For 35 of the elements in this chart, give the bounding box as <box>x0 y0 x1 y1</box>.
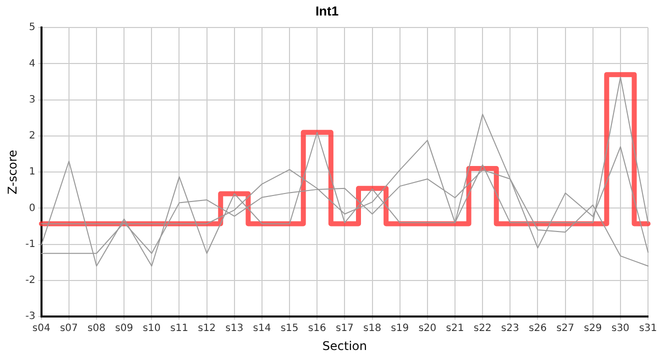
x-tick-label: s16 <box>308 323 326 334</box>
y-tick-label: -2 <box>25 275 36 286</box>
x-tick-label: s30 <box>611 323 630 334</box>
x-axis-title: Section <box>322 338 367 353</box>
y-tick-label: 2 <box>28 130 36 142</box>
x-tick-label: s04 <box>32 323 50 334</box>
x-tick-label: s18 <box>363 323 382 334</box>
y-tick-label: -1 <box>25 238 36 250</box>
y-tick-label: 0 <box>28 202 36 214</box>
x-tick-label: s14 <box>253 323 271 334</box>
x-tick-label: s08 <box>88 323 106 334</box>
x-tick-label: s20 <box>418 323 436 334</box>
y-tick-label: -3 <box>25 311 36 322</box>
x-tick-label: s10 <box>142 323 161 334</box>
x-tick-label: s13 <box>225 323 244 334</box>
y-tick-label: 5 <box>28 22 36 34</box>
y-tick-label: 3 <box>28 94 36 106</box>
chart-title: Int1 <box>315 3 339 18</box>
x-tick-label: s09 <box>115 323 134 334</box>
x-tick-label: s23 <box>501 323 520 334</box>
x-tick-label: s22 <box>474 323 492 334</box>
x-tick-label: s26 <box>528 323 547 334</box>
x-tick-label: s12 <box>198 323 216 334</box>
x-tick-label: s17 <box>336 323 354 334</box>
x-tick-label: s21 <box>446 323 464 334</box>
x-tick-label: s27 <box>556 323 574 334</box>
x-tick-label: s29 <box>584 323 602 334</box>
x-tick-label: s15 <box>280 323 299 334</box>
y-axis-title: Z-score <box>5 150 20 194</box>
x-tick-label: s19 <box>390 323 409 334</box>
y-tick-label: 4 <box>28 58 36 70</box>
x-tick-label: s07 <box>60 323 78 334</box>
x-tick-label: s11 <box>170 323 188 334</box>
x-tick-label: s31 <box>639 323 657 334</box>
y-tick-label: 1 <box>28 166 36 178</box>
